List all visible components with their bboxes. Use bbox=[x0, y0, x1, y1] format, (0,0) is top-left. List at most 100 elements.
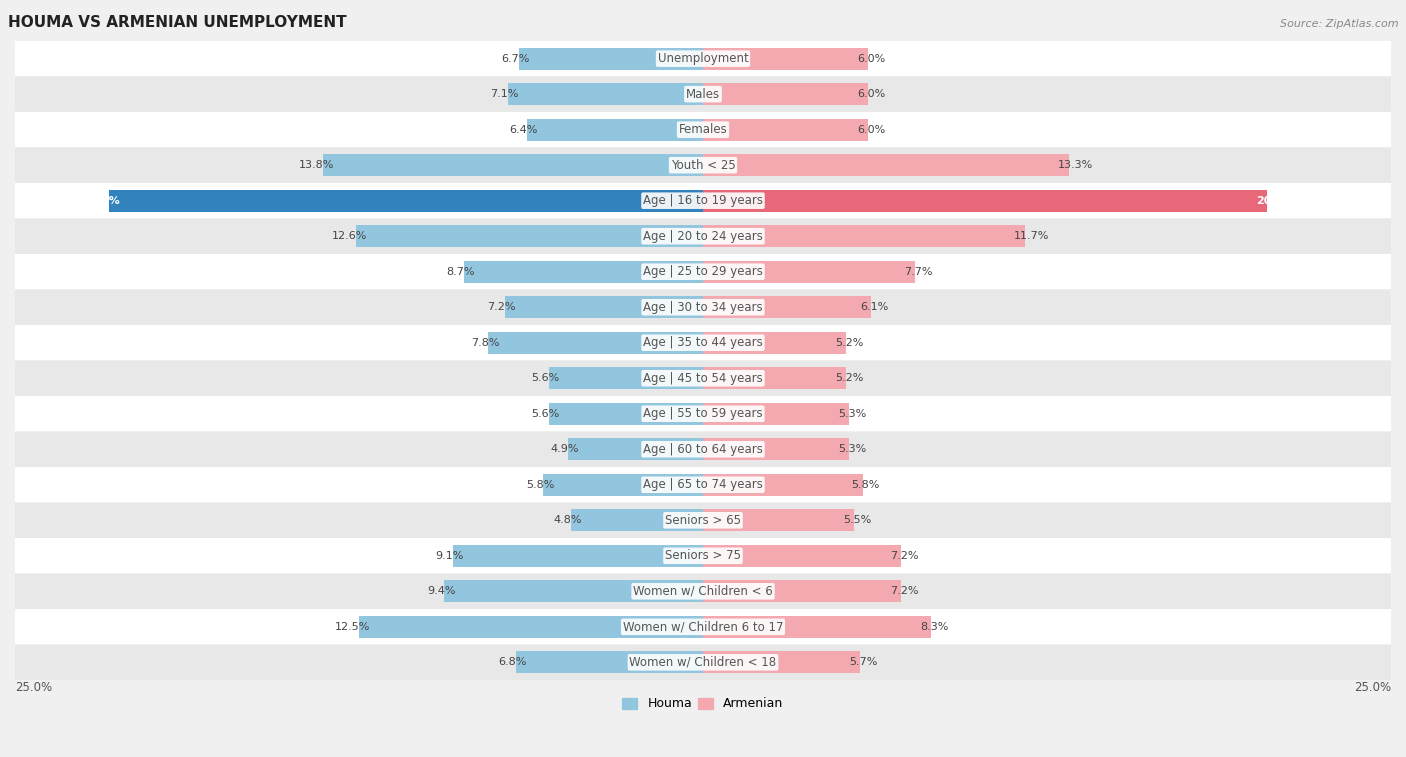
Text: 5.5%: 5.5% bbox=[844, 516, 872, 525]
Text: 12.5%: 12.5% bbox=[335, 621, 370, 632]
Bar bbox=[108, 190, 703, 212]
Bar bbox=[444, 581, 703, 603]
Text: 5.8%: 5.8% bbox=[526, 480, 554, 490]
FancyBboxPatch shape bbox=[15, 112, 1391, 148]
Text: Age | 60 to 64 years: Age | 60 to 64 years bbox=[643, 443, 763, 456]
FancyBboxPatch shape bbox=[15, 289, 1391, 325]
FancyBboxPatch shape bbox=[15, 609, 1391, 644]
Bar bbox=[703, 545, 901, 567]
Text: 5.2%: 5.2% bbox=[835, 373, 863, 383]
Text: Source: ZipAtlas.com: Source: ZipAtlas.com bbox=[1281, 19, 1399, 29]
Bar bbox=[703, 403, 849, 425]
Text: 8.3%: 8.3% bbox=[921, 621, 949, 632]
Bar bbox=[703, 509, 855, 531]
FancyBboxPatch shape bbox=[15, 41, 1391, 76]
Text: 6.8%: 6.8% bbox=[499, 657, 527, 668]
Text: Women w/ Children < 18: Women w/ Children < 18 bbox=[630, 656, 776, 669]
Text: Age | 30 to 34 years: Age | 30 to 34 years bbox=[643, 301, 763, 313]
Bar bbox=[703, 581, 901, 603]
Text: 21.6%: 21.6% bbox=[80, 196, 120, 206]
Bar bbox=[703, 83, 868, 105]
Text: 4.9%: 4.9% bbox=[551, 444, 579, 454]
Bar bbox=[548, 367, 703, 389]
Text: 7.1%: 7.1% bbox=[491, 89, 519, 99]
FancyBboxPatch shape bbox=[15, 76, 1391, 112]
Text: 6.0%: 6.0% bbox=[858, 89, 886, 99]
Text: Age | 20 to 24 years: Age | 20 to 24 years bbox=[643, 229, 763, 243]
Text: 5.6%: 5.6% bbox=[531, 409, 560, 419]
Text: 7.2%: 7.2% bbox=[890, 551, 918, 561]
Bar bbox=[571, 509, 703, 531]
Text: Age | 55 to 59 years: Age | 55 to 59 years bbox=[643, 407, 763, 420]
Text: 6.0%: 6.0% bbox=[858, 54, 886, 64]
Bar bbox=[703, 296, 870, 318]
Bar bbox=[543, 474, 703, 496]
FancyBboxPatch shape bbox=[15, 503, 1391, 538]
Text: Males: Males bbox=[686, 88, 720, 101]
FancyBboxPatch shape bbox=[15, 219, 1391, 254]
Bar bbox=[703, 474, 863, 496]
Bar bbox=[323, 154, 703, 176]
Text: 5.3%: 5.3% bbox=[838, 444, 866, 454]
Text: Age | 16 to 19 years: Age | 16 to 19 years bbox=[643, 195, 763, 207]
Text: 5.6%: 5.6% bbox=[531, 373, 560, 383]
FancyBboxPatch shape bbox=[15, 644, 1391, 680]
Text: Women w/ Children 6 to 17: Women w/ Children 6 to 17 bbox=[623, 620, 783, 634]
Bar bbox=[464, 260, 703, 282]
FancyBboxPatch shape bbox=[15, 467, 1391, 503]
Text: 5.3%: 5.3% bbox=[838, 409, 866, 419]
Text: 6.4%: 6.4% bbox=[509, 125, 538, 135]
Text: 5.7%: 5.7% bbox=[849, 657, 877, 668]
Legend: Houma, Armenian: Houma, Armenian bbox=[617, 693, 789, 715]
Bar bbox=[356, 225, 703, 248]
Bar bbox=[488, 332, 703, 354]
FancyBboxPatch shape bbox=[15, 431, 1391, 467]
Text: 6.1%: 6.1% bbox=[860, 302, 889, 312]
Text: Unemployment: Unemployment bbox=[658, 52, 748, 65]
Text: 11.7%: 11.7% bbox=[1014, 231, 1049, 241]
Bar bbox=[703, 225, 1025, 248]
FancyBboxPatch shape bbox=[15, 360, 1391, 396]
Text: 25.0%: 25.0% bbox=[15, 681, 52, 694]
Text: Age | 45 to 54 years: Age | 45 to 54 years bbox=[643, 372, 763, 385]
Text: 4.8%: 4.8% bbox=[554, 516, 582, 525]
Text: 13.3%: 13.3% bbox=[1057, 160, 1094, 170]
FancyBboxPatch shape bbox=[15, 538, 1391, 574]
Text: 20.5%: 20.5% bbox=[1256, 196, 1295, 206]
Bar bbox=[703, 119, 868, 141]
Text: 9.4%: 9.4% bbox=[427, 587, 456, 597]
Text: 12.6%: 12.6% bbox=[332, 231, 367, 241]
Bar bbox=[527, 119, 703, 141]
Text: 7.2%: 7.2% bbox=[890, 587, 918, 597]
Bar bbox=[505, 296, 703, 318]
Text: Females: Females bbox=[679, 123, 727, 136]
Text: Women w/ Children < 6: Women w/ Children < 6 bbox=[633, 585, 773, 598]
Text: 13.8%: 13.8% bbox=[299, 160, 335, 170]
Bar bbox=[703, 651, 860, 673]
Bar bbox=[703, 260, 915, 282]
Text: 9.1%: 9.1% bbox=[436, 551, 464, 561]
Text: 7.7%: 7.7% bbox=[904, 266, 932, 277]
Bar bbox=[548, 403, 703, 425]
Text: 25.0%: 25.0% bbox=[1354, 681, 1391, 694]
Text: Age | 35 to 44 years: Age | 35 to 44 years bbox=[643, 336, 763, 349]
Bar bbox=[703, 367, 846, 389]
FancyBboxPatch shape bbox=[15, 574, 1391, 609]
Text: 5.8%: 5.8% bbox=[852, 480, 880, 490]
Bar bbox=[703, 615, 931, 638]
FancyBboxPatch shape bbox=[15, 396, 1391, 431]
Bar bbox=[703, 190, 1267, 212]
Text: 6.0%: 6.0% bbox=[858, 125, 886, 135]
Bar bbox=[508, 83, 703, 105]
Bar bbox=[359, 615, 703, 638]
Bar bbox=[703, 332, 846, 354]
Text: Youth < 25: Youth < 25 bbox=[671, 159, 735, 172]
Text: 8.7%: 8.7% bbox=[446, 266, 475, 277]
Text: 7.2%: 7.2% bbox=[488, 302, 516, 312]
Bar bbox=[519, 48, 703, 70]
Bar bbox=[453, 545, 703, 567]
Bar bbox=[568, 438, 703, 460]
FancyBboxPatch shape bbox=[15, 325, 1391, 360]
Text: Seniors > 75: Seniors > 75 bbox=[665, 550, 741, 562]
Text: 7.8%: 7.8% bbox=[471, 338, 499, 347]
